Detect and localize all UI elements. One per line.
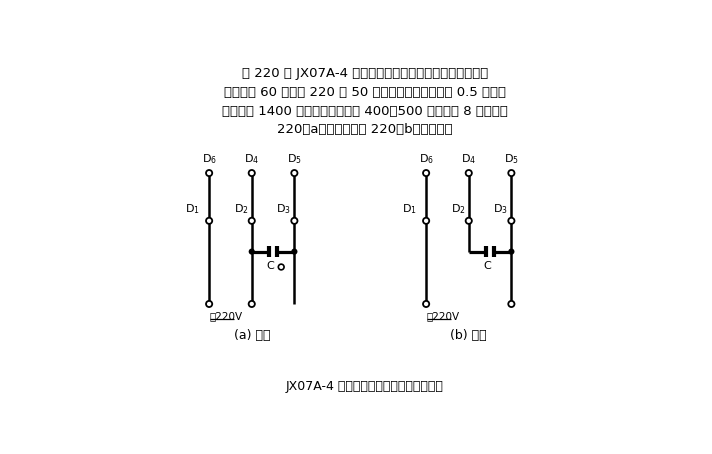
- Text: D$_2$: D$_2$: [451, 202, 466, 216]
- Circle shape: [423, 170, 429, 176]
- Text: D$_6$: D$_6$: [419, 153, 434, 166]
- Text: JX07A-4 型单相电容运转电动机接线方法: JX07A-4 型单相电容运转电动机接线方法: [286, 380, 444, 393]
- Circle shape: [508, 301, 515, 307]
- Circle shape: [248, 170, 255, 176]
- Circle shape: [423, 301, 429, 307]
- Circle shape: [291, 248, 298, 255]
- Text: 接220V: 接220V: [426, 311, 459, 322]
- Text: D$_5$: D$_5$: [504, 153, 519, 166]
- Text: 220（a）为正转，图 220（b）为反转。: 220（a）为正转，图 220（b）为反转。: [277, 123, 453, 136]
- Text: D$_4$: D$_4$: [244, 153, 259, 166]
- Text: D$_6$: D$_6$: [201, 153, 216, 166]
- Text: C: C: [266, 261, 274, 271]
- Text: (b) 反转: (b) 反转: [451, 329, 487, 342]
- Circle shape: [206, 218, 212, 224]
- Circle shape: [278, 264, 284, 270]
- Circle shape: [248, 218, 255, 224]
- Text: 图 220 是 JX07A-4 型单相电容运转电动机接线方法。电动: 图 220 是 JX07A-4 型单相电容运转电动机接线方法。电动: [242, 67, 488, 80]
- Text: D$_3$: D$_3$: [276, 202, 291, 216]
- Circle shape: [291, 170, 298, 176]
- Text: D$_1$: D$_1$: [402, 202, 417, 216]
- Circle shape: [248, 301, 255, 307]
- Text: 机功率为 60 瓦，用 220 伏 50 赫兹交流电源、电流为 0.5 安。它: 机功率为 60 瓦，用 220 伏 50 赫兹交流电源、电流为 0.5 安。它: [224, 86, 506, 99]
- Text: C: C: [483, 261, 491, 271]
- Circle shape: [466, 218, 472, 224]
- Circle shape: [248, 248, 255, 255]
- Text: 接220V: 接220V: [209, 311, 242, 322]
- Circle shape: [206, 301, 212, 307]
- Text: (a) 正转: (a) 正转: [234, 329, 270, 342]
- Text: D$_4$: D$_4$: [461, 153, 476, 166]
- Circle shape: [423, 218, 429, 224]
- Text: D$_1$: D$_1$: [185, 202, 200, 216]
- Circle shape: [508, 248, 515, 255]
- Text: 的转速为 1400 转。电容选用耐压 400～500 伏、容量 8 微法。图: 的转速为 1400 转。电容选用耐压 400～500 伏、容量 8 微法。图: [222, 104, 508, 118]
- Text: D$_3$: D$_3$: [493, 202, 508, 216]
- Circle shape: [508, 170, 515, 176]
- Circle shape: [291, 218, 298, 224]
- Circle shape: [466, 170, 472, 176]
- Text: D$_5$: D$_5$: [287, 153, 302, 166]
- Circle shape: [508, 218, 515, 224]
- Circle shape: [206, 170, 212, 176]
- Text: D$_2$: D$_2$: [234, 202, 248, 216]
